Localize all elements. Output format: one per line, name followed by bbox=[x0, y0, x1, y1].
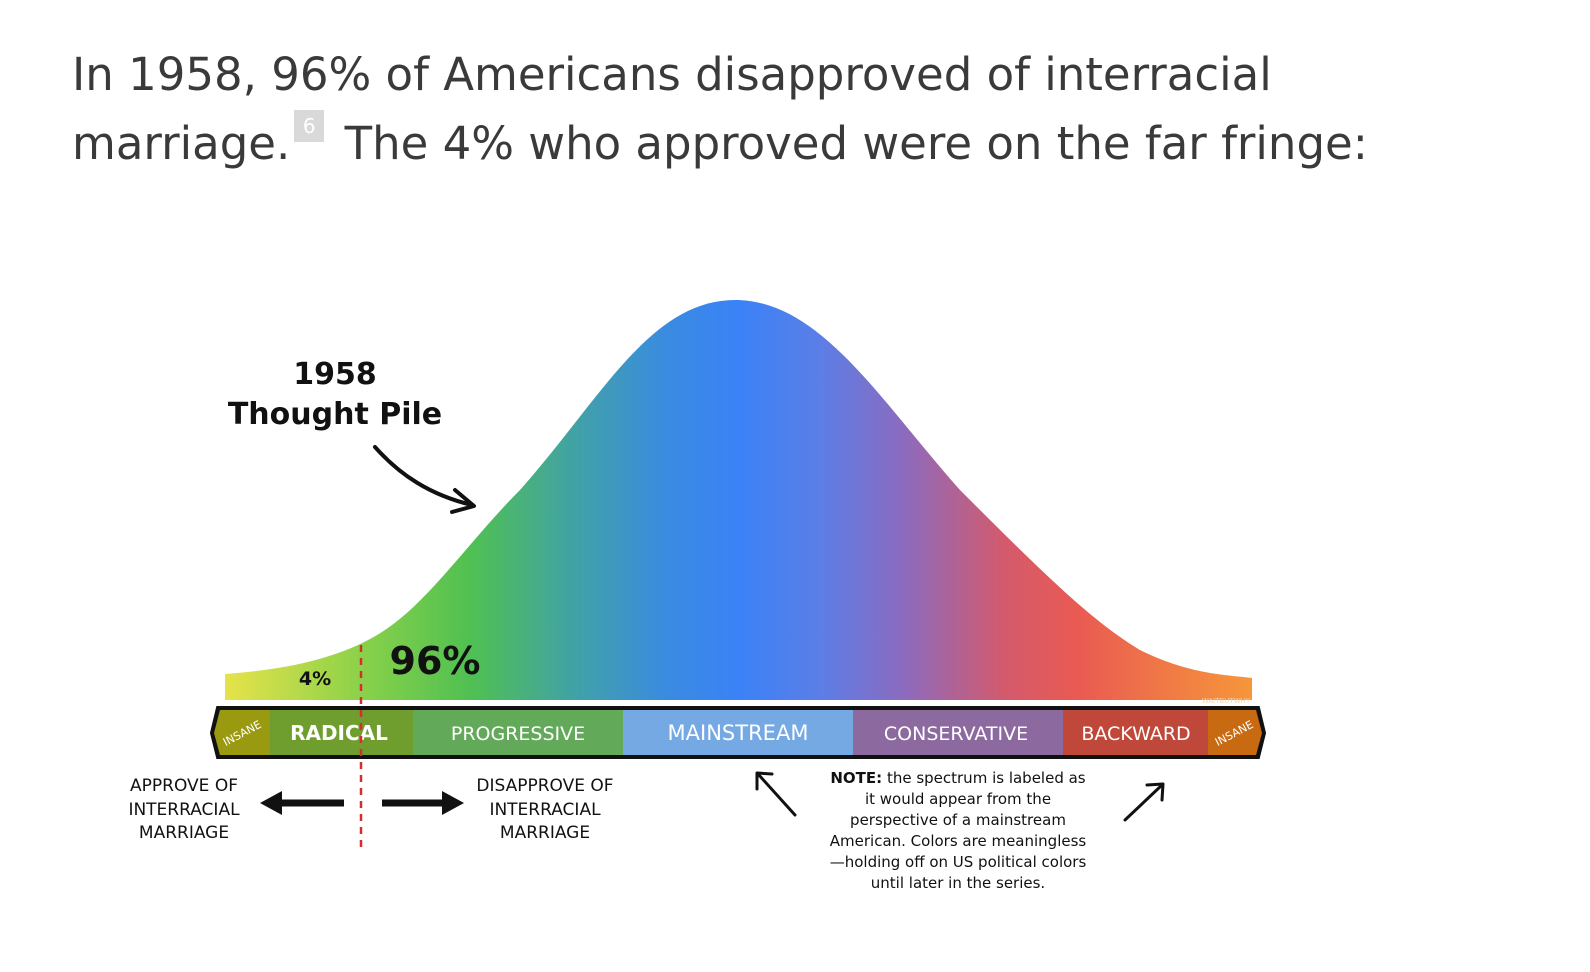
figure-title-name: Thought Pile bbox=[228, 397, 442, 432]
disapprove-label-line-3: MARRIAGE bbox=[500, 823, 590, 843]
segment-label-mainstream: MAINSTREAM bbox=[668, 721, 809, 745]
note-arrow-right-icon bbox=[1123, 782, 1165, 822]
segment-label-conservative: CONSERVATIVE bbox=[884, 723, 1028, 745]
note-line-4: American. Colors are meaningless bbox=[830, 832, 1087, 850]
intro-line-1: In 1958, 96% of Americans disapproved of… bbox=[72, 48, 1272, 101]
segment-radical bbox=[270, 710, 413, 755]
segment-label-backward: BACKWARD bbox=[1081, 723, 1190, 745]
segment-label-radical: RADICAL bbox=[290, 721, 388, 745]
note-line-5: —holding off on US political colors bbox=[830, 853, 1087, 871]
bell-curve bbox=[225, 300, 1252, 700]
note-line-6: until later in the series. bbox=[871, 874, 1045, 892]
note-arrow-left-icon bbox=[755, 771, 797, 817]
title-pointer-arrow bbox=[373, 445, 474, 507]
left-arrow-icon bbox=[260, 791, 344, 815]
segment-progressive bbox=[413, 710, 623, 755]
right-arrow-icon bbox=[382, 791, 464, 815]
footnote-link[interactable]: 6 bbox=[294, 110, 325, 142]
note-line-1-text: the spectrum is labeled as bbox=[887, 769, 1086, 787]
figure-title-year: 1958 bbox=[293, 357, 377, 392]
note-line-1: NOTE: the spectrum is labeled as bbox=[830, 769, 1085, 787]
segment-mainstream bbox=[623, 710, 853, 755]
segment-insane-left bbox=[214, 710, 270, 755]
approve-label-line-2: INTERRACIAL bbox=[128, 800, 240, 820]
note-heading: NOTE: bbox=[830, 769, 882, 787]
intro-line-2-start: marriage. bbox=[72, 117, 291, 170]
segment-insane-right bbox=[1208, 710, 1262, 755]
intro-paragraph: In 1958, 96% of Americans disapproved of… bbox=[72, 40, 1532, 178]
disapprove-label-line-2: INTERRACIAL bbox=[489, 800, 601, 820]
title-pointer-arrowhead bbox=[450, 488, 476, 514]
segment-conservative bbox=[853, 710, 1063, 755]
disapprove-label-line-1: DISAPPROVE OF bbox=[476, 776, 613, 796]
approve-label-line-1: APPROVE OF bbox=[130, 776, 238, 796]
pct-4-label: 4% bbox=[299, 668, 331, 690]
note-line-3: perspective of a mainstream bbox=[850, 811, 1066, 829]
pct-96-label: 96% bbox=[390, 639, 481, 683]
approve-label-line-3: MARRIAGE bbox=[139, 823, 229, 843]
credit-text: WAITBUTWHY bbox=[1202, 697, 1251, 705]
segment-backward bbox=[1063, 710, 1208, 755]
note-line-2: it would appear from the bbox=[865, 790, 1051, 808]
intro-line-2-end: The 4% who approved were on the far frin… bbox=[344, 117, 1368, 170]
segment-label-progressive: PROGRESSIVE bbox=[451, 723, 585, 745]
